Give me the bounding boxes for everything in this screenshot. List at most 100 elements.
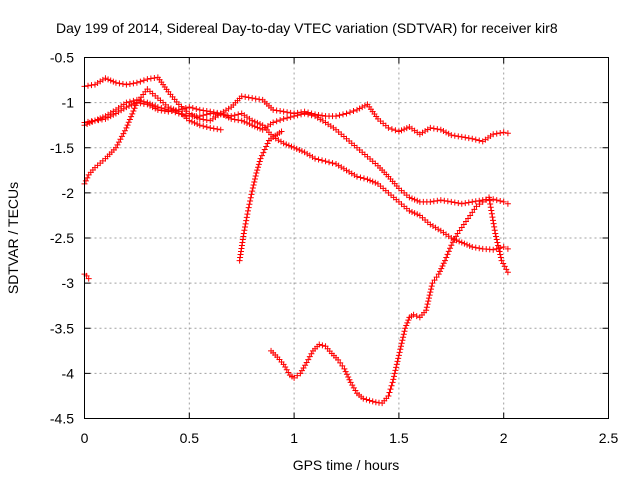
data-point	[397, 346, 404, 353]
data-point	[329, 160, 336, 167]
y-tick-label: -2	[62, 185, 75, 201]
data-point	[364, 176, 371, 183]
data-point	[465, 215, 472, 222]
data-point	[254, 167, 261, 174]
data-point	[385, 392, 392, 399]
data-point	[422, 128, 429, 135]
series-arc-6	[236, 128, 285, 264]
data-point	[460, 221, 467, 228]
data-point	[241, 118, 248, 125]
data-point	[118, 133, 125, 140]
data-point	[147, 102, 153, 109]
data-point	[461, 240, 468, 247]
data-point	[492, 230, 499, 237]
chart-title: Day 199 of 2014, Sidereal Day-to-day VTE…	[56, 20, 558, 36]
data-point	[123, 104, 130, 111]
data-point	[306, 152, 313, 159]
data-point	[304, 150, 311, 157]
y-tick-label: -1	[62, 95, 75, 111]
data-point	[348, 170, 355, 177]
data-point	[154, 106, 161, 113]
data-point	[427, 198, 434, 205]
data-point	[497, 197, 504, 204]
data-point	[462, 134, 469, 141]
data-point	[399, 337, 406, 344]
data-point	[319, 112, 326, 119]
data-point	[131, 100, 138, 107]
data-point	[385, 124, 392, 131]
data-point	[246, 121, 253, 128]
data-point	[336, 112, 343, 119]
data-point	[194, 121, 201, 128]
data-point	[500, 129, 507, 136]
data-point	[91, 117, 98, 124]
data-point	[469, 198, 476, 205]
data-point	[149, 104, 156, 111]
data-point	[388, 382, 395, 389]
x-tick-label: 0.5	[180, 430, 200, 446]
data-point	[270, 106, 277, 113]
data-point	[414, 197, 421, 204]
data-point	[86, 119, 93, 126]
data-point	[500, 198, 507, 205]
data-point	[84, 174, 91, 181]
data-point	[158, 107, 165, 114]
y-tick-label: -1.5	[50, 140, 74, 156]
data-point	[369, 398, 376, 405]
y-tick-label: -3.5	[50, 320, 74, 336]
data-point	[284, 109, 291, 116]
data-point	[458, 224, 465, 231]
data-point	[144, 76, 151, 83]
y-tick-label: -3	[62, 275, 75, 291]
data-point	[372, 179, 379, 186]
data-point	[489, 214, 496, 221]
data-point	[333, 113, 340, 120]
data-point	[261, 146, 268, 153]
x-tick-labels: 0 0.5 1 1.5 2 2.5	[81, 430, 619, 446]
data-point	[347, 379, 354, 386]
data-point	[434, 197, 441, 204]
data-point	[168, 108, 175, 115]
data-point	[346, 376, 353, 383]
data-point	[238, 93, 245, 100]
series-arc-5	[81, 271, 92, 282]
data-point	[282, 364, 289, 371]
data-point	[495, 242, 502, 249]
data-point	[294, 372, 301, 379]
data-point	[357, 174, 364, 181]
data-point	[500, 244, 507, 251]
data-point	[469, 209, 476, 216]
data-point	[203, 117, 210, 124]
data-point	[85, 275, 92, 282]
data-point	[252, 95, 259, 102]
data-point	[343, 110, 350, 117]
data-point	[280, 115, 287, 122]
data-point	[256, 158, 263, 165]
data-point	[469, 244, 476, 251]
data-point	[400, 331, 407, 338]
data-point	[312, 155, 319, 162]
data-point	[322, 158, 329, 165]
data-point	[125, 119, 132, 126]
data-point	[119, 80, 126, 87]
data-point	[363, 396, 370, 403]
data-point	[425, 298, 432, 305]
data-point	[490, 246, 497, 253]
data-point	[472, 244, 479, 251]
data-point	[306, 353, 313, 360]
data-point	[401, 126, 408, 133]
data-point	[89, 118, 96, 125]
data-point	[152, 105, 159, 112]
data-point	[249, 95, 256, 102]
data-point	[423, 304, 430, 311]
data-point	[434, 126, 441, 133]
data-point	[242, 93, 249, 100]
data-point	[341, 365, 348, 372]
data-point	[369, 178, 376, 185]
data-point	[472, 136, 479, 143]
data-point	[303, 359, 310, 366]
data-point	[315, 111, 322, 118]
data-point	[396, 349, 403, 356]
data-point	[245, 204, 252, 211]
